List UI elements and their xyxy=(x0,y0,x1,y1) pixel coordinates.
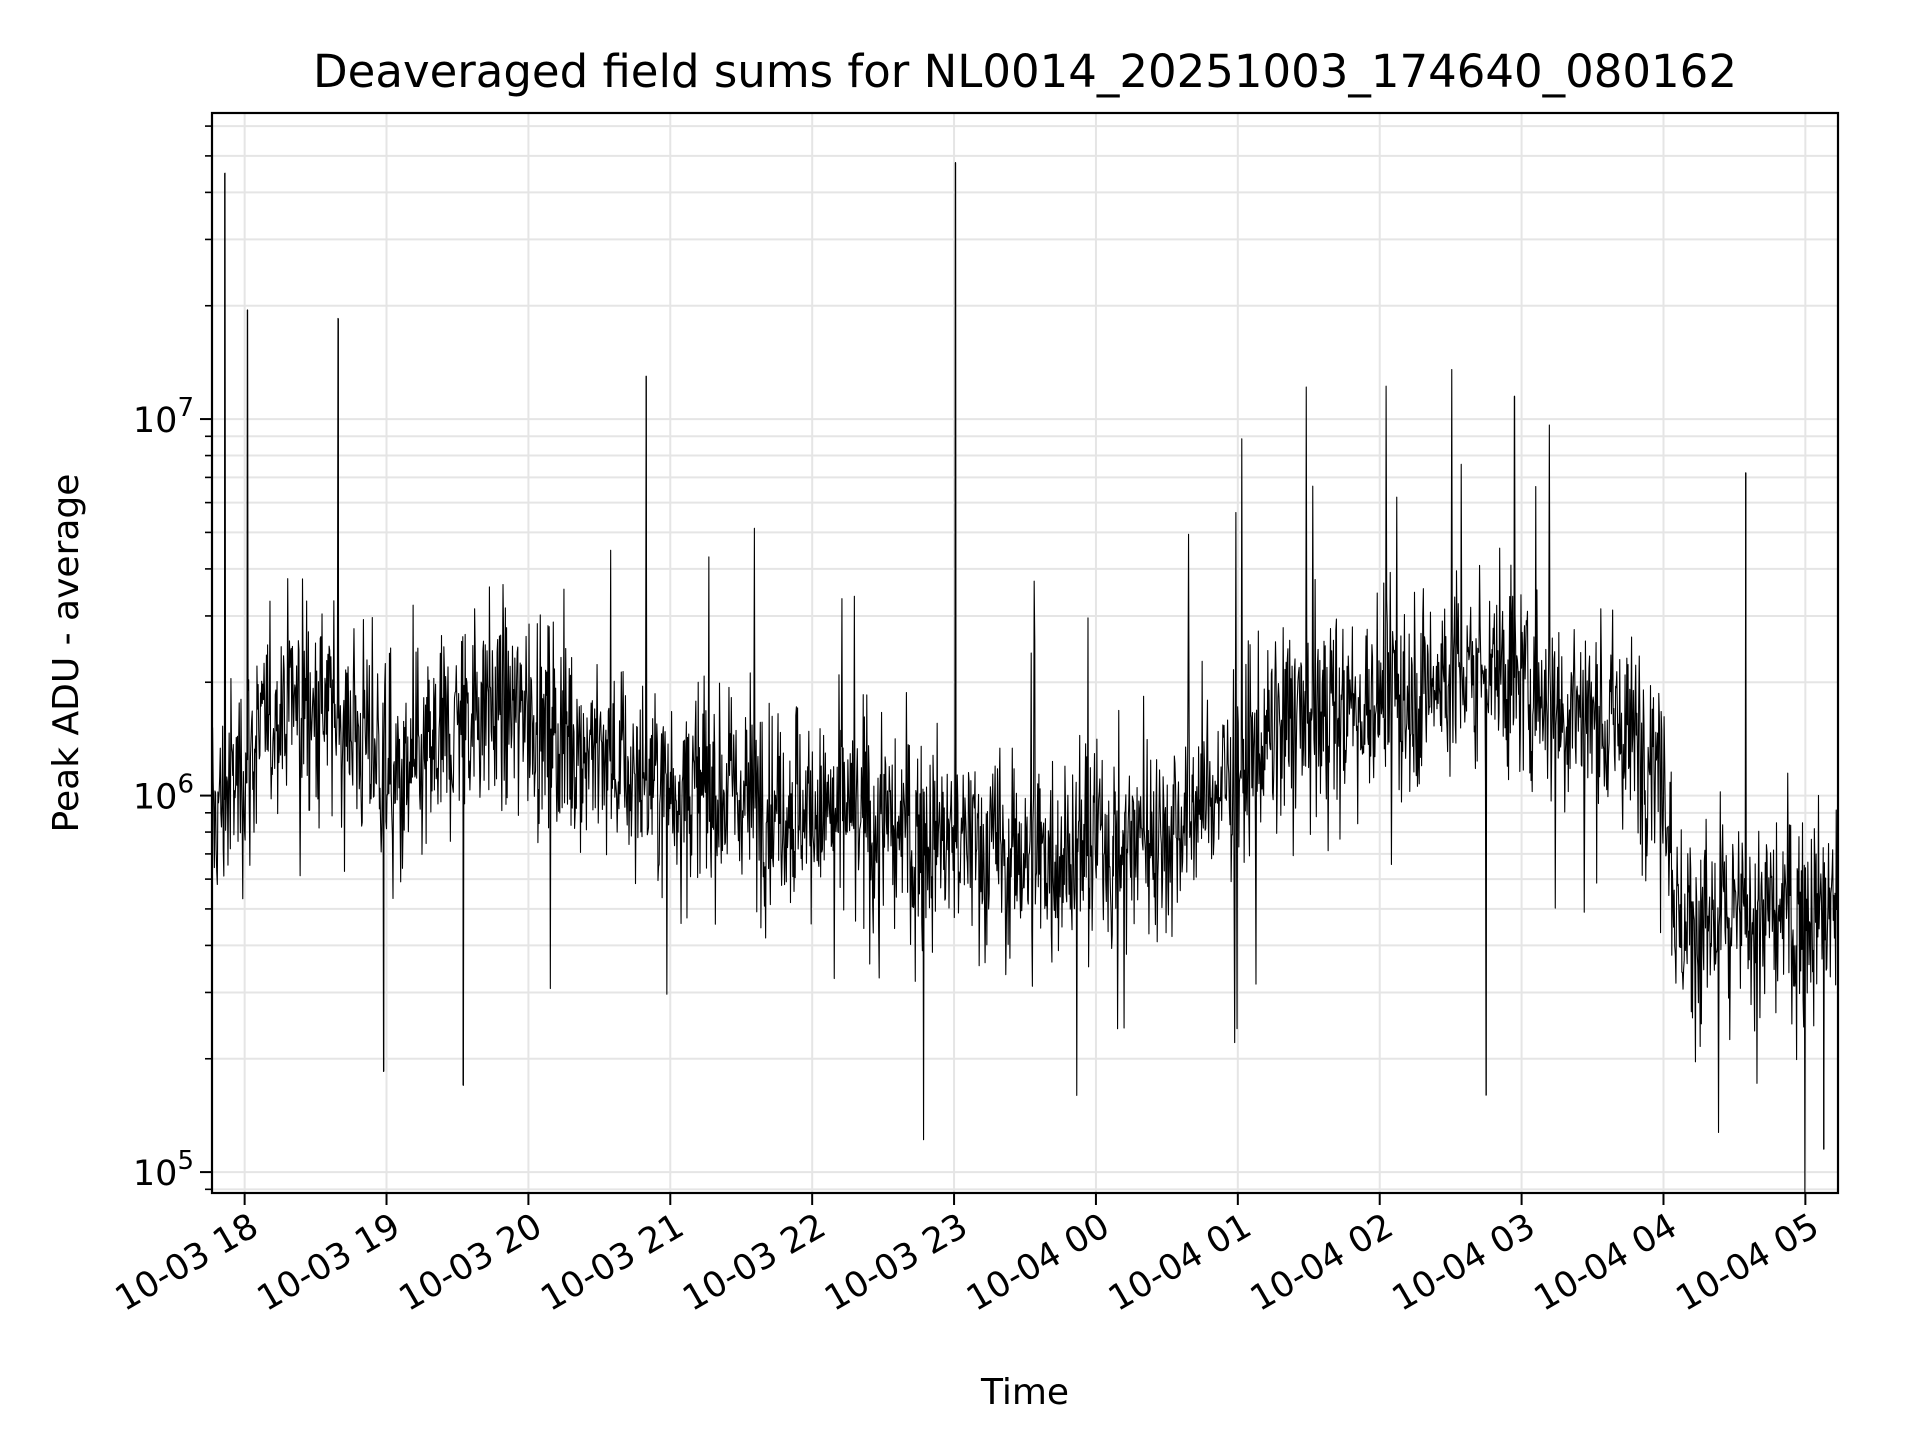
grid xyxy=(212,113,1838,1193)
chart-title: Deaveraged field sums for NL0014_2025100… xyxy=(313,45,1737,98)
plot-frame xyxy=(210,111,1840,1195)
y-tick-label: 105 xyxy=(133,1146,194,1194)
y-tick-label: 106 xyxy=(133,770,194,818)
data-series xyxy=(211,162,1839,1194)
y-axis-label: Peak ADU - average xyxy=(46,474,87,833)
x-axis-label: Time xyxy=(980,1372,1069,1413)
series-line xyxy=(211,162,1839,1194)
y-tick-label: 107 xyxy=(133,393,194,441)
